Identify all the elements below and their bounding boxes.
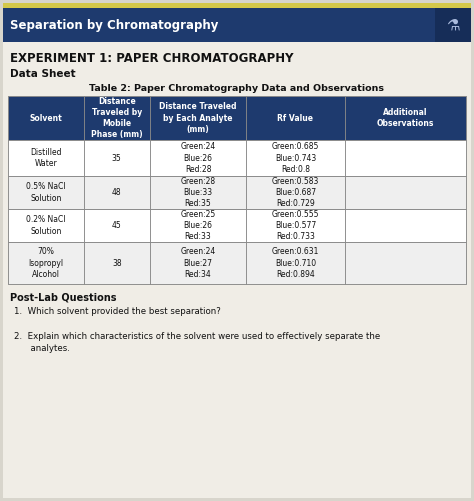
Text: 1.  Which solvent provided the best separation?: 1. Which solvent provided the best separ… <box>14 308 221 317</box>
Text: Solvent: Solvent <box>29 114 62 123</box>
Bar <box>3 8 471 42</box>
Bar <box>8 96 83 140</box>
Bar <box>8 176 466 209</box>
Bar <box>8 209 83 242</box>
Bar <box>345 209 466 242</box>
Text: Green:0.631
Blue:0.710
Red:0.894: Green:0.631 Blue:0.710 Red:0.894 <box>272 247 319 279</box>
Bar <box>345 242 466 284</box>
Bar <box>150 209 246 242</box>
Bar <box>8 140 83 176</box>
Text: Green:0.555
Blue:0.577
Red:0.733: Green:0.555 Blue:0.577 Red:0.733 <box>272 209 319 241</box>
Text: EXPERIMENT 1: PAPER CHROMATOGRAPHY: EXPERIMENT 1: PAPER CHROMATOGRAPHY <box>10 52 293 65</box>
Text: Data Sheet: Data Sheet <box>10 69 76 79</box>
Text: Distance Traveled
by Each Analyte
(mm): Distance Traveled by Each Analyte (mm) <box>159 102 237 134</box>
Bar <box>83 242 150 284</box>
Text: Table 2: Paper Chromatography Data and Observations: Table 2: Paper Chromatography Data and O… <box>90 84 384 93</box>
Text: Distance
Traveled by
Mobile
Phase (mm): Distance Traveled by Mobile Phase (mm) <box>91 97 143 139</box>
Text: Green:0.583
Blue:0.687
Red:0.729: Green:0.583 Blue:0.687 Red:0.729 <box>272 176 319 208</box>
Bar <box>150 140 246 176</box>
Bar <box>8 140 466 176</box>
Text: Additional
Observations: Additional Observations <box>377 108 434 128</box>
Bar <box>8 176 83 209</box>
Text: ⚗: ⚗ <box>446 18 460 33</box>
Text: 0.2% NaCl
Solution: 0.2% NaCl Solution <box>26 215 65 236</box>
Text: Green:0.685
Blue:0.743
Red:0.8: Green:0.685 Blue:0.743 Red:0.8 <box>272 142 319 174</box>
Bar <box>83 176 150 209</box>
Bar <box>8 242 466 284</box>
Text: Green:28
Blue:33
Red:35: Green:28 Blue:33 Red:35 <box>181 176 216 208</box>
Text: Green:24
Blue:27
Red:34: Green:24 Blue:27 Red:34 <box>181 247 216 279</box>
Text: 48: 48 <box>112 188 122 197</box>
Text: 35: 35 <box>112 153 122 162</box>
Text: Distilled
Water: Distilled Water <box>30 148 62 168</box>
Text: 0.5% NaCl
Solution: 0.5% NaCl Solution <box>26 182 65 203</box>
Bar <box>150 242 246 284</box>
Text: Post-Lab Questions: Post-Lab Questions <box>10 293 117 303</box>
Text: 45: 45 <box>112 221 122 230</box>
Bar <box>246 209 345 242</box>
Bar <box>345 96 466 140</box>
Bar <box>8 242 83 284</box>
Text: Green:24
Blue:26
Red:28: Green:24 Blue:26 Red:28 <box>181 142 216 174</box>
Text: Rf Value: Rf Value <box>277 114 313 123</box>
Bar <box>3 3 471 8</box>
Text: 2.  Explain which characteristics of the solvent were used to effectively separa: 2. Explain which characteristics of the … <box>14 332 380 353</box>
Text: 38: 38 <box>112 259 122 268</box>
Bar <box>8 209 466 242</box>
Text: 70%
Isopropyl
Alcohol: 70% Isopropyl Alcohol <box>28 247 64 279</box>
Bar <box>246 242 345 284</box>
Bar <box>150 96 246 140</box>
Bar <box>246 176 345 209</box>
Bar <box>345 176 466 209</box>
Bar <box>435 8 471 42</box>
Bar <box>8 96 466 140</box>
Bar <box>83 209 150 242</box>
Bar <box>83 140 150 176</box>
Text: Green:25
Blue:26
Red:33: Green:25 Blue:26 Red:33 <box>181 209 216 241</box>
Text: Separation by Chromatography: Separation by Chromatography <box>10 19 219 32</box>
Bar <box>345 140 466 176</box>
Bar <box>150 176 246 209</box>
Bar <box>246 140 345 176</box>
Bar <box>83 96 150 140</box>
Bar <box>246 96 345 140</box>
